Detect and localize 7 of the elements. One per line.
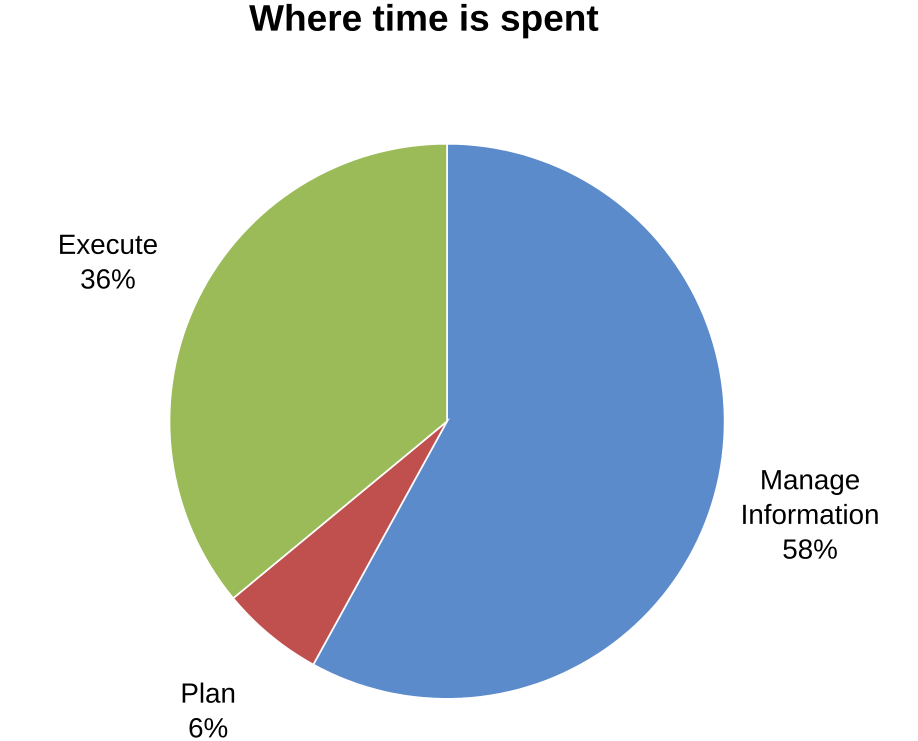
data-label: 6% <box>190 718 228 738</box>
slice-label: Manage Information <box>743 470 878 524</box>
data-label: 36% <box>81 268 135 289</box>
slice-label: Plan <box>182 682 234 703</box>
data-label: 58% <box>783 539 837 559</box>
slice-label: Execute <box>60 234 157 254</box>
chart-title: Where time is spent <box>249 4 598 38</box>
